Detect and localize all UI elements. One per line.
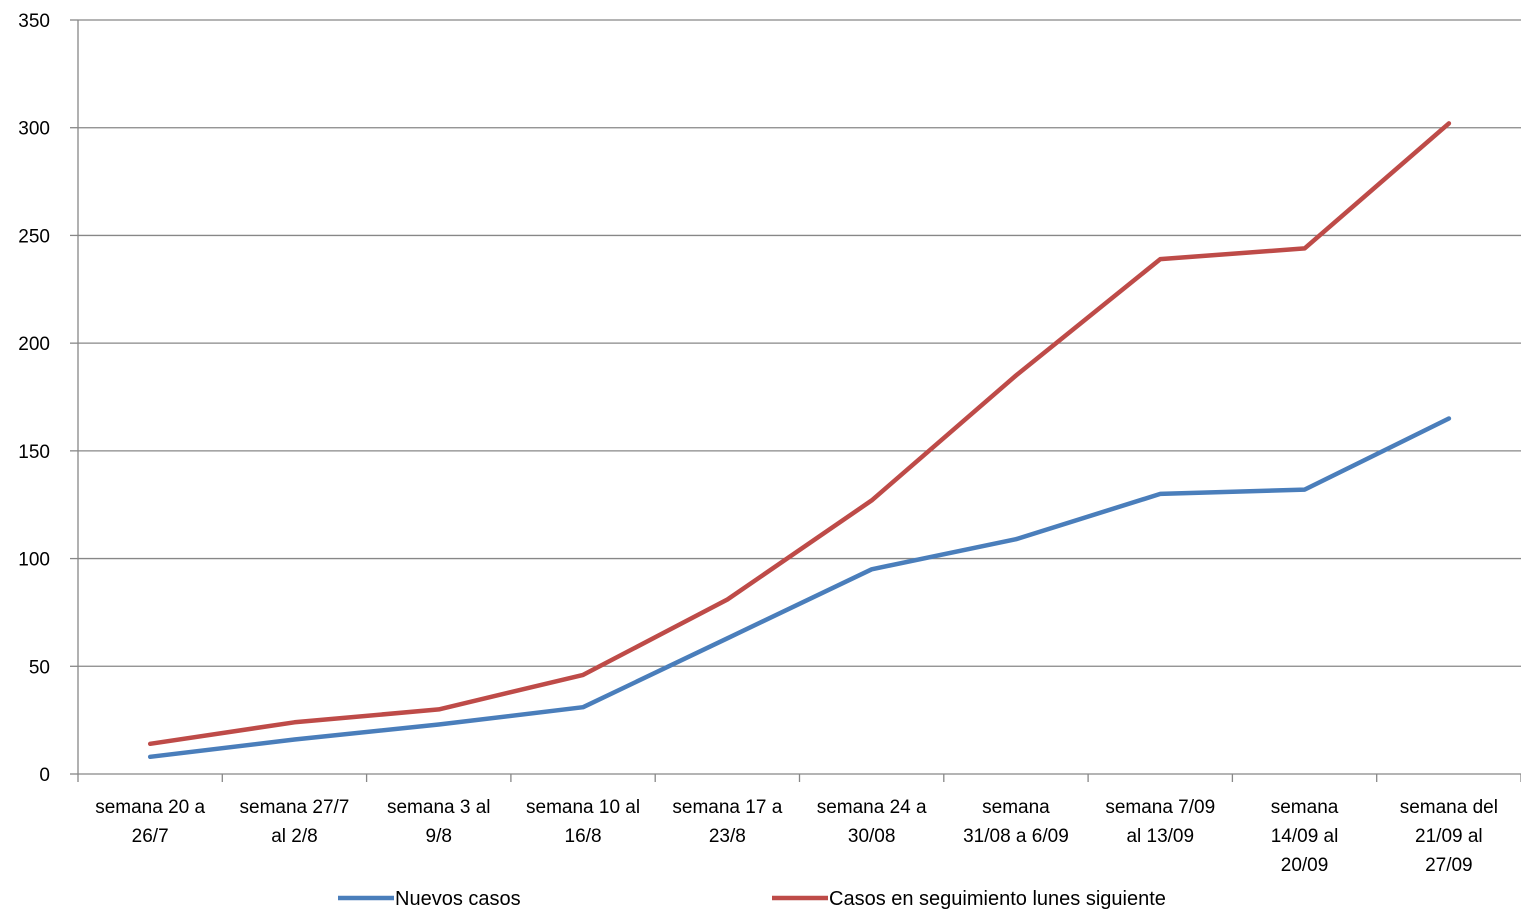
legend-label: Nuevos casos xyxy=(395,888,521,910)
y-tick-label: 250 xyxy=(18,226,50,247)
x-tick-label: semana del 21/09 al 27/09 xyxy=(1400,797,1498,876)
legend-item: Nuevos casos xyxy=(338,888,521,910)
series-line-casos-seguimiento xyxy=(147,121,1452,747)
y-tick-label: 100 xyxy=(18,550,50,571)
x-tick-label: semana 31/08 a 6/09 xyxy=(963,797,1069,847)
legend: Nuevos casos Casos en seguimiento lunes s… xyxy=(338,888,1166,910)
x-axis-ticks: semana 20 a 26/7 semana 27/7 al 2/8 semana 3… xyxy=(95,797,1498,876)
y-tick-label: 200 xyxy=(18,334,50,355)
x-tick-label: semana 27/7 al 2/8 xyxy=(240,797,350,847)
y-tick-label: 350 xyxy=(18,11,50,32)
y-axis-ticks: 0 50 100 150 200 250 300 350 xyxy=(18,11,50,786)
x-tick-label: semana 7/09 al 13/09 xyxy=(1105,797,1215,847)
x-tick-label: semana 3 al 9/8 xyxy=(387,797,491,847)
x-tick-label: semana 10 al 16/8 xyxy=(526,797,640,847)
y-tick-label: 150 xyxy=(18,442,50,463)
legend-label: Casos en seguimiento lunes siguiente xyxy=(829,888,1166,910)
legend-item: Casos en seguimiento lunes siguiente xyxy=(772,888,1166,910)
x-tick-label: semana 24 a 30/08 xyxy=(817,797,927,847)
y-tick-label: 0 xyxy=(39,765,50,786)
x-tick-label: semana 17 a 23/8 xyxy=(672,797,782,847)
axes xyxy=(70,19,1521,782)
x-tick-label: semana 14/09 al 20/09 xyxy=(1271,797,1339,876)
x-tick-label: semana 20 a 26/7 xyxy=(95,797,205,847)
series-lines xyxy=(147,121,1452,760)
series-line-nuevos-casos xyxy=(147,416,1452,760)
y-tick-label: 50 xyxy=(29,657,50,678)
y-tick-label: 300 xyxy=(18,119,50,140)
gridlines xyxy=(78,19,1521,667)
